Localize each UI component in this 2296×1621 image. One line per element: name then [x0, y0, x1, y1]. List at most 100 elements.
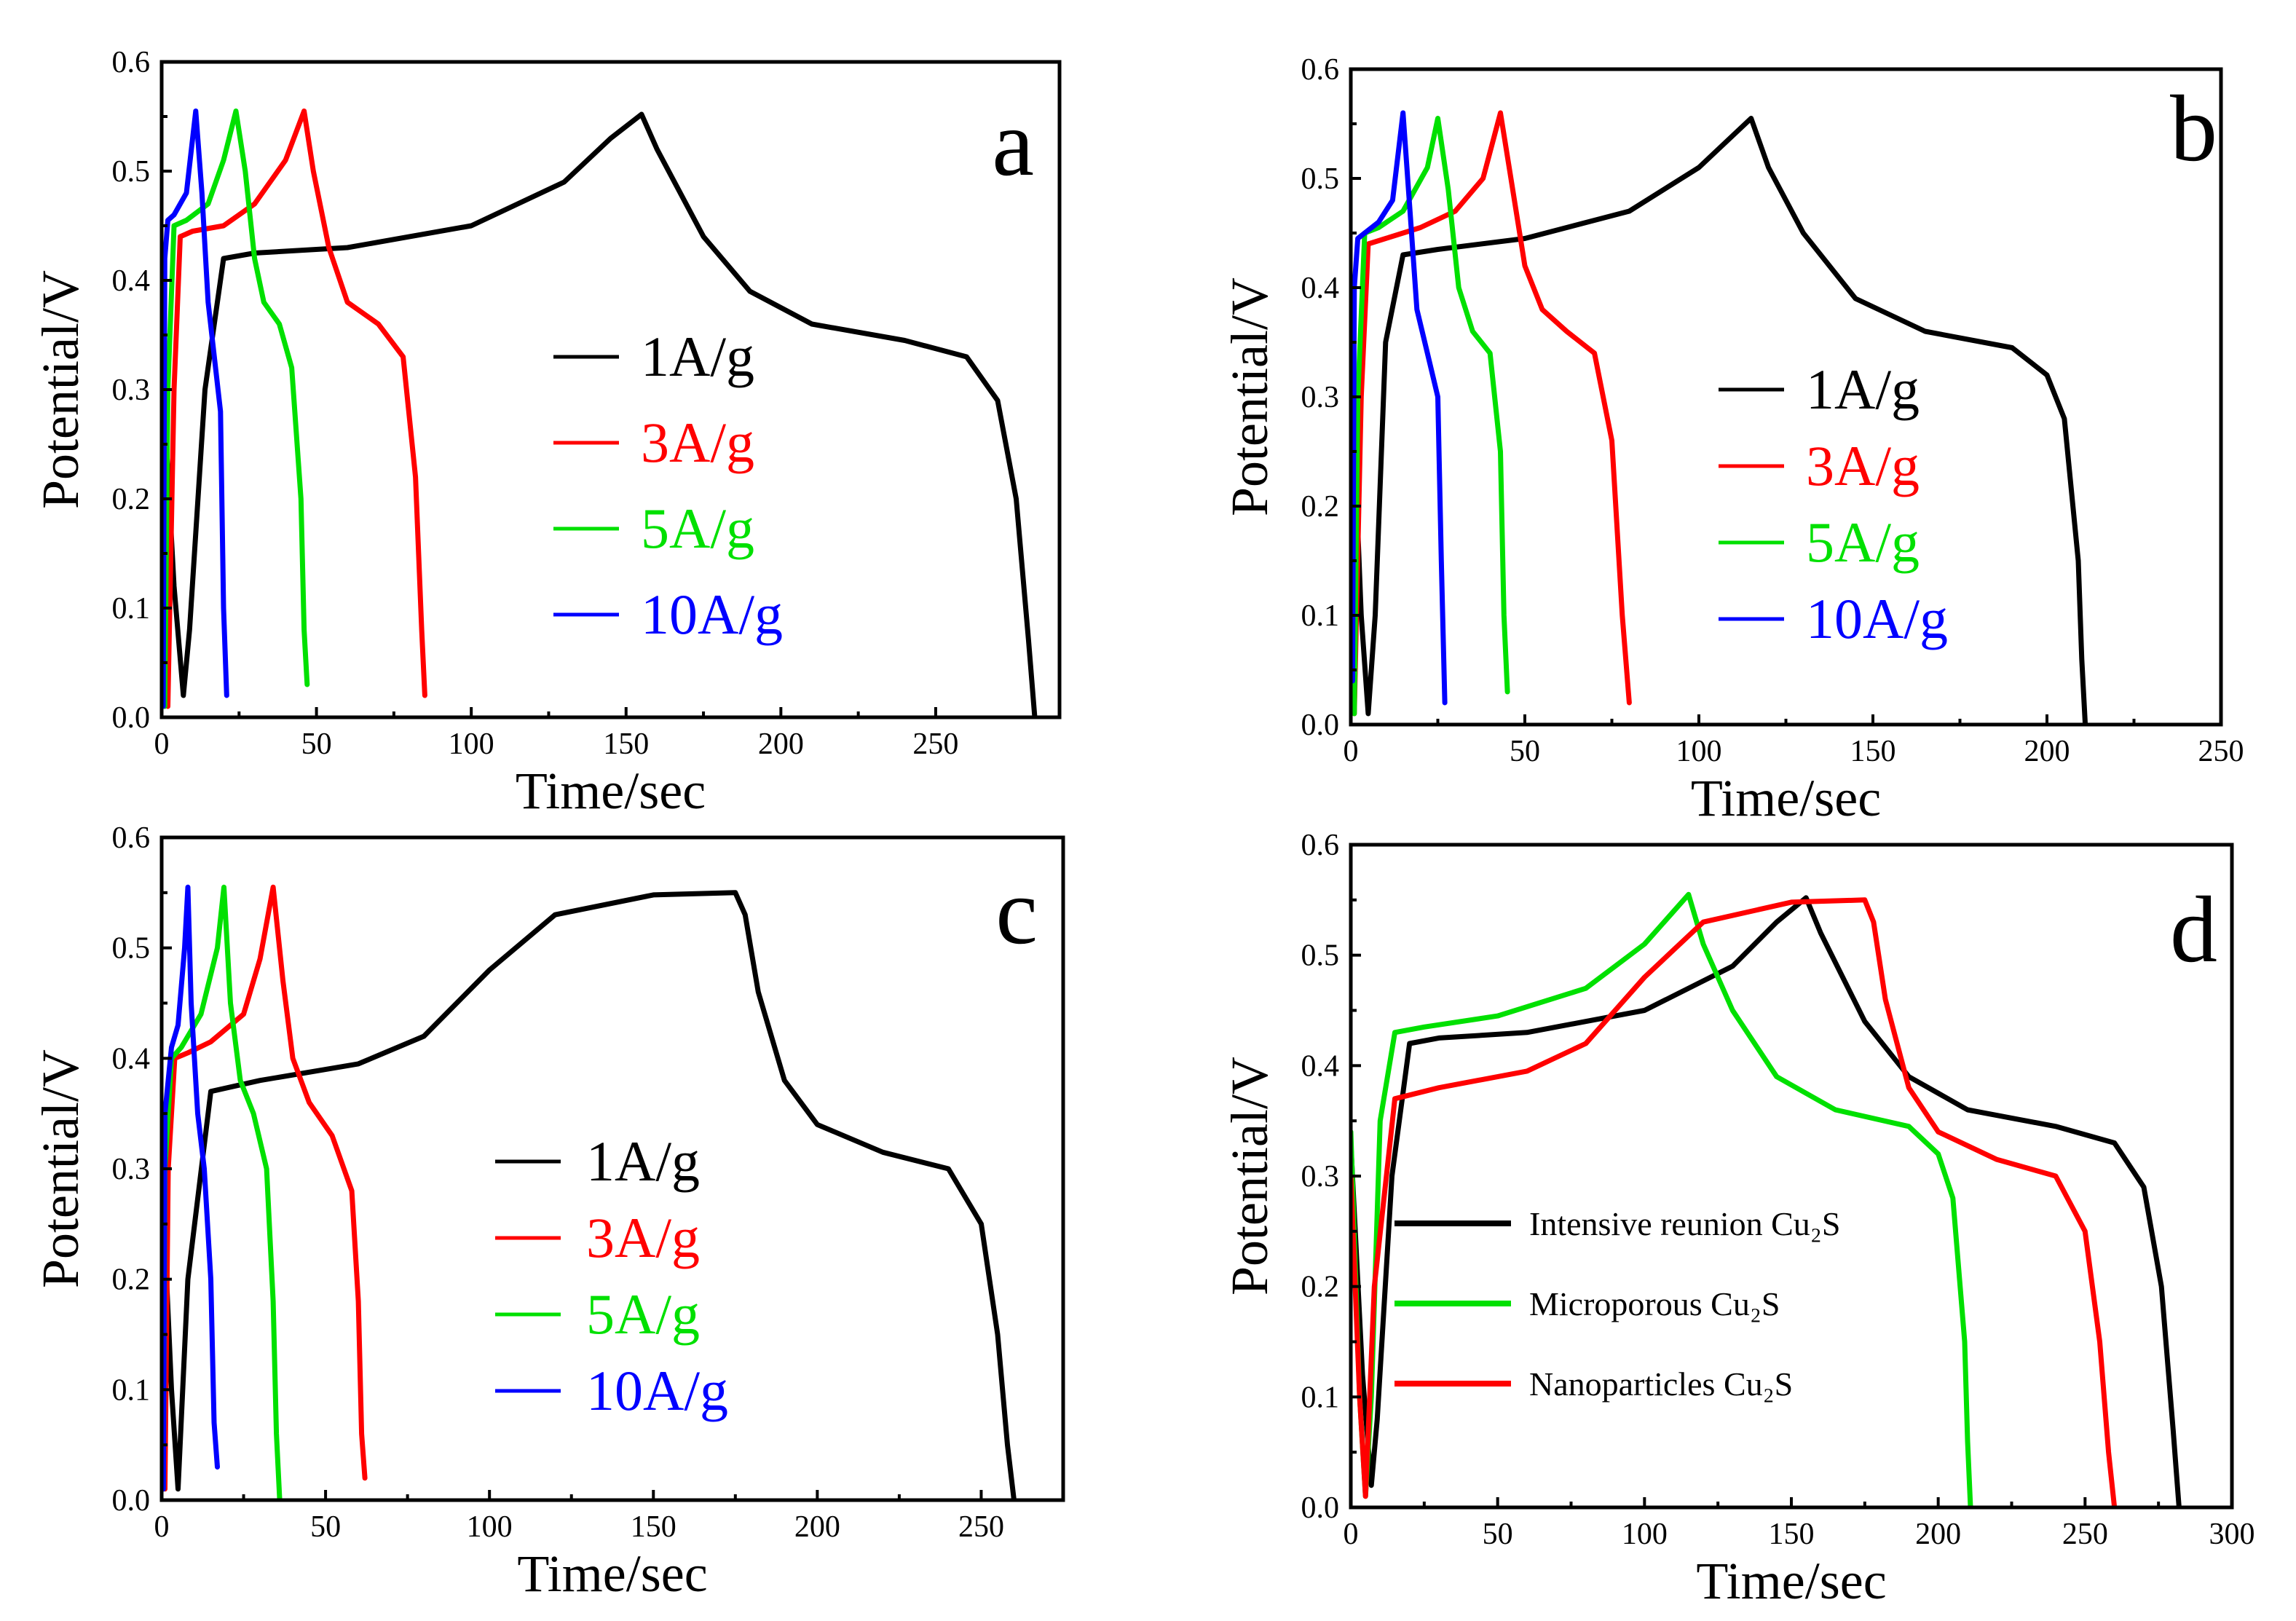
legend: 1A/g 3A/g 5A/g 10A/g: [1719, 358, 1948, 650]
y-axis-label: Potential/V: [31, 270, 90, 509]
x-tick-label: 0: [154, 727, 170, 761]
legend-label: 10A/g: [641, 583, 783, 646]
x-tick-label: 50: [1483, 1518, 1513, 1551]
series-line-b-3: [1351, 110, 1448, 706]
x-tick-label: 50: [301, 727, 332, 761]
legend-label: 3A/g: [586, 1206, 700, 1269]
y-tick-label: 0.0: [112, 701, 151, 735]
plot-frame: [1349, 843, 2234, 1510]
y-tick-label: 0.1: [1301, 599, 1340, 633]
y-tick-label: 0.4: [112, 264, 151, 298]
series-line-a-1: [162, 109, 427, 709]
series-line-a-0: [162, 111, 1038, 717]
legend: 1A/g 3A/g 5A/g 10A/g: [495, 1129, 728, 1422]
legend-label: 5A/g: [1806, 510, 1920, 574]
plot-frame: [159, 60, 1062, 719]
legend-label: Nanoparticles Cu₂S: [1529, 1365, 1793, 1403]
legend-label: 3A/g: [1806, 434, 1920, 497]
series-group: [1351, 110, 2088, 725]
series-group: [1351, 891, 2182, 1507]
y-tick-label: 0.1: [112, 1373, 151, 1407]
series-line-a-2: [162, 109, 310, 709]
y-tick-label: 0.6: [1301, 829, 1340, 862]
panel-letter: a: [992, 91, 1034, 196]
legend: Intensive reunion Cu₂S Microporous Cu₂S Na…: [1394, 1205, 1840, 1403]
series-line-c-0: [162, 890, 1017, 1500]
y-tick-label: 0.0: [112, 1484, 151, 1518]
y-tick-label: 0.2: [112, 483, 151, 516]
series-line-d-0: [1351, 895, 2182, 1507]
x-tick-label: 250: [2198, 735, 2244, 768]
y-tick-label: 0.5: [112, 155, 151, 189]
plot-frame: [1349, 67, 2223, 727]
y-axis-label: Potential/V: [1220, 277, 1279, 516]
legend-label: 1A/g: [641, 325, 754, 388]
x-tick-label: 50: [310, 1510, 341, 1544]
x-tick-label: 200: [1915, 1518, 1961, 1551]
x-axis-label: Time/sec: [1691, 769, 1881, 827]
legend-label: 3A/g: [641, 411, 754, 474]
series-line-c-1: [162, 884, 368, 1492]
x-tick-label: 250: [2062, 1518, 2108, 1551]
x-tick-label: 200: [794, 1510, 840, 1544]
x-tick-label: 150: [603, 727, 649, 761]
panel-c: 0 50 100 150 200 250 0.0 0.1 0.2 0.3 0.4 0.5 0.6 Time…: [31, 821, 1065, 1603]
panel-d: 0 50 100 150 200 250 300 0.0 0.1 0.2 0.3 0.4 0.5 0.6 T…: [1220, 829, 2255, 1610]
x-tick-label: 200: [758, 727, 804, 761]
y-tick-label: 0.3: [112, 1153, 151, 1186]
x-tick-label: 300: [2209, 1518, 2255, 1551]
x-tick-label: 150: [1769, 1518, 1815, 1551]
x-tick-label: 100: [1622, 1518, 1668, 1551]
series-line-a-3: [162, 109, 229, 709]
y-tick-label: 0.3: [1301, 381, 1340, 414]
series-line-b-1: [1351, 110, 1632, 717]
series-group: [162, 109, 1038, 717]
panel-letter: c: [995, 859, 1038, 964]
series-line-b-2: [1351, 116, 1510, 717]
panel-b: 0 50 100 150 200 250 0.0 0.1 0.2 0.3 0.4 0.5 0.6 Time…: [1220, 53, 2244, 827]
y-tick-label: 0.3: [112, 374, 151, 407]
x-tick-label: 50: [1510, 735, 1540, 768]
y-tick-label: 0.1: [112, 592, 151, 626]
x-tick-label: 100: [467, 1510, 513, 1544]
panel-letter: b: [2170, 76, 2217, 181]
series-line-d-1: [1351, 891, 1973, 1507]
x-tick-label: 100: [449, 727, 494, 761]
y-tick-label: 0.4: [1301, 1049, 1340, 1083]
legend-label: 5A/g: [586, 1282, 700, 1346]
legend-label: 10A/g: [1806, 587, 1948, 650]
x-tick-label: 150: [631, 1510, 676, 1544]
legend-label: 1A/g: [1806, 358, 1920, 421]
series-line-d-2: [1351, 897, 2118, 1507]
legend-label: 1A/g: [586, 1129, 700, 1193]
y-tick-label: 0.5: [1301, 162, 1340, 196]
legend-label: Intensive reunion Cu₂S: [1529, 1205, 1840, 1242]
y-tick-label: 0.2: [1301, 490, 1340, 524]
x-tick-label: 0: [154, 1510, 170, 1544]
legend: 1A/g 3A/g 5A/g 10A/g: [553, 325, 783, 646]
x-tick-label: 0: [1344, 1518, 1359, 1551]
x-tick-label: 100: [1676, 735, 1722, 768]
y-tick-label: 0.2: [1301, 1271, 1340, 1304]
y-tick-label: 0.0: [1301, 709, 1340, 742]
y-tick-label: 0.1: [1301, 1381, 1340, 1414]
x-axis-label: Time/sec: [516, 762, 706, 820]
y-tick-label: 0.6: [1301, 53, 1340, 87]
x-axis-label: Time/sec: [517, 1545, 707, 1603]
legend-label: 10A/g: [586, 1359, 728, 1422]
legend-label: Microporous Cu₂S: [1529, 1285, 1780, 1322]
panel-a: 0 50 100 150 200 250 0.0 0.1 0.2 0.3 0.4 0.5 0.6 Time…: [31, 46, 1062, 820]
y-tick-label: 0.6: [112, 46, 151, 79]
x-tick-label: 150: [1850, 735, 1896, 768]
y-tick-label: 0.3: [1301, 1160, 1340, 1194]
series-line-b-0: [1351, 116, 2088, 725]
panel-letter: d: [2170, 877, 2217, 982]
y-axis-label: Potential/V: [31, 1049, 90, 1288]
x-tick-label: 0: [1344, 735, 1359, 768]
y-tick-label: 0.2: [112, 1263, 151, 1297]
legend-label: 5A/g: [641, 497, 754, 560]
y-tick-label: 0.5: [112, 932, 151, 966]
x-tick-label: 200: [2024, 735, 2070, 768]
y-tick-label: 0.6: [112, 821, 151, 855]
